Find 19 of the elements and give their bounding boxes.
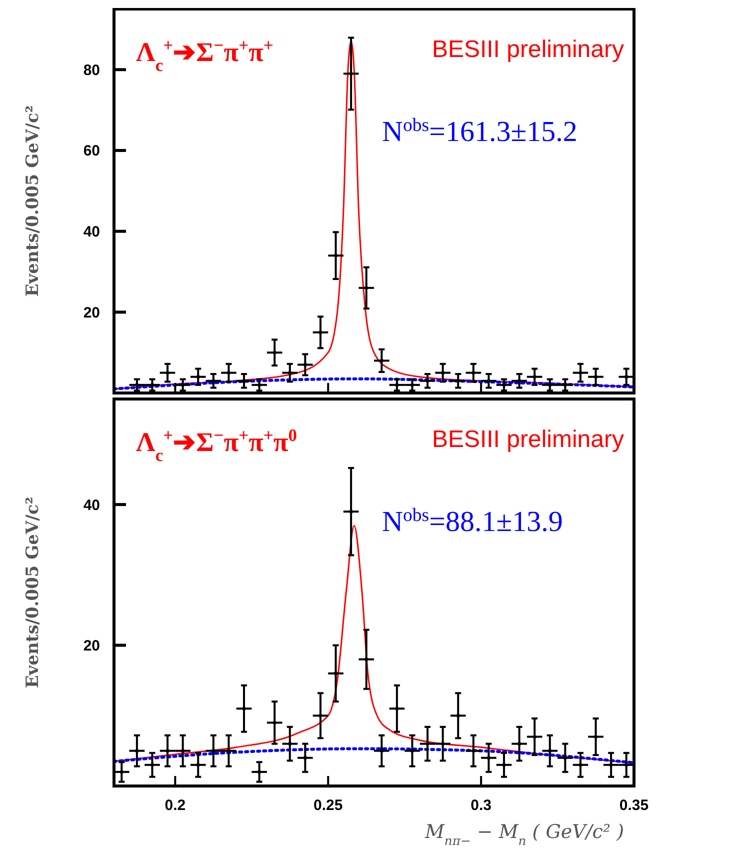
text: Λ$_{c}$$^{+}$➔Σ$^{−}$π$^{+}$π$^{+}$π$^{0}$ [136,425,297,465]
y-tick-label: 40 [83,496,100,514]
y-tick-label: 40 [83,224,100,241]
y-tick-label: 20 [83,304,100,322]
annotation: BESIII preliminary [432,36,624,63]
text: Λ$_{c}$$^{+}$➔Σ$^{−}$π$^{+}$π$^{+}$ [136,35,274,75]
annotation: N$^{obs}$=161.3±15.2 [382,114,578,148]
y-axis-title: Events/0.005 GeV/c² [23,496,43,688]
y-tick-label: 20 [83,638,100,655]
y-tick-label: 60 [83,142,100,160]
x-axis-title: M$_{nπ−}$ − M$_{n}$ ( GeV/c² ) [424,821,624,848]
annotation: N$^{obs}$=88.1±13.9 [382,504,563,538]
y-axis-title: Events/0.005 GeV/c² [23,105,43,297]
x-tick-label: 0.3 [470,797,492,814]
annotation: BESIII preliminary [432,426,624,453]
x-tick-label: 0.2 [164,797,186,814]
y-tick-label: 80 [83,62,100,79]
x-tick-label: 0.25 [314,797,343,814]
x-tick-label: 0.35 [619,797,649,814]
